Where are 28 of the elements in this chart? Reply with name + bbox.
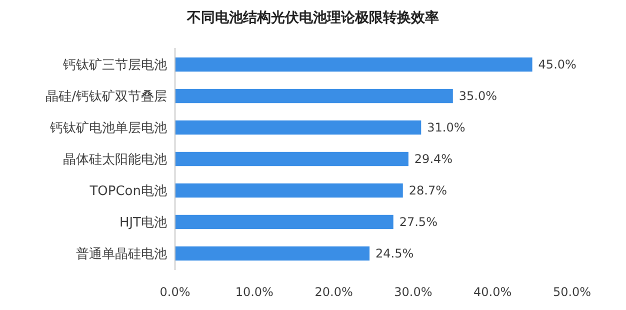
bar [175,152,408,166]
data-label: 31.0% [427,120,466,135]
y-tick-label: 钙钛矿三节层电池 [62,58,167,74]
y-tick-label: 普通单晶硅电池 [76,246,167,262]
x-tick-label: 20.0% [314,285,353,299]
y-tick-label: TOPCon电池 [88,184,167,200]
y-tick-label: HJT电池 [119,216,167,231]
data-label: 28.7% [408,184,448,198]
bar [175,88,453,104]
bar [175,183,403,198]
y-tick-label: 晶硅/钙钛矿双节叠层 [46,90,167,105]
x-tick-label: 10.0% [235,285,274,299]
data-label: 24.5% [376,246,414,261]
data-label: 29.4% [414,152,453,166]
x-tick-label: 0.0% [160,285,190,299]
x-tick-label: 50.0% [552,285,592,299]
bar [175,214,394,230]
bar [175,246,370,261]
y-tick-label: 钙钛矿电池单层电池 [49,121,167,136]
bar [175,57,532,72]
y-tick-label: 晶体硅太阳能电池 [63,152,167,168]
data-label: 27.5% [399,215,438,230]
data-label: 35.0% [458,89,498,104]
chart-title: 不同电池结构光伏电池理论极限转换效率 [186,9,439,26]
x-tick-label: 40.0% [474,285,512,299]
data-label: 45.0% [538,58,576,72]
bar [175,120,422,135]
x-tick-label: 30.0% [394,285,432,299]
